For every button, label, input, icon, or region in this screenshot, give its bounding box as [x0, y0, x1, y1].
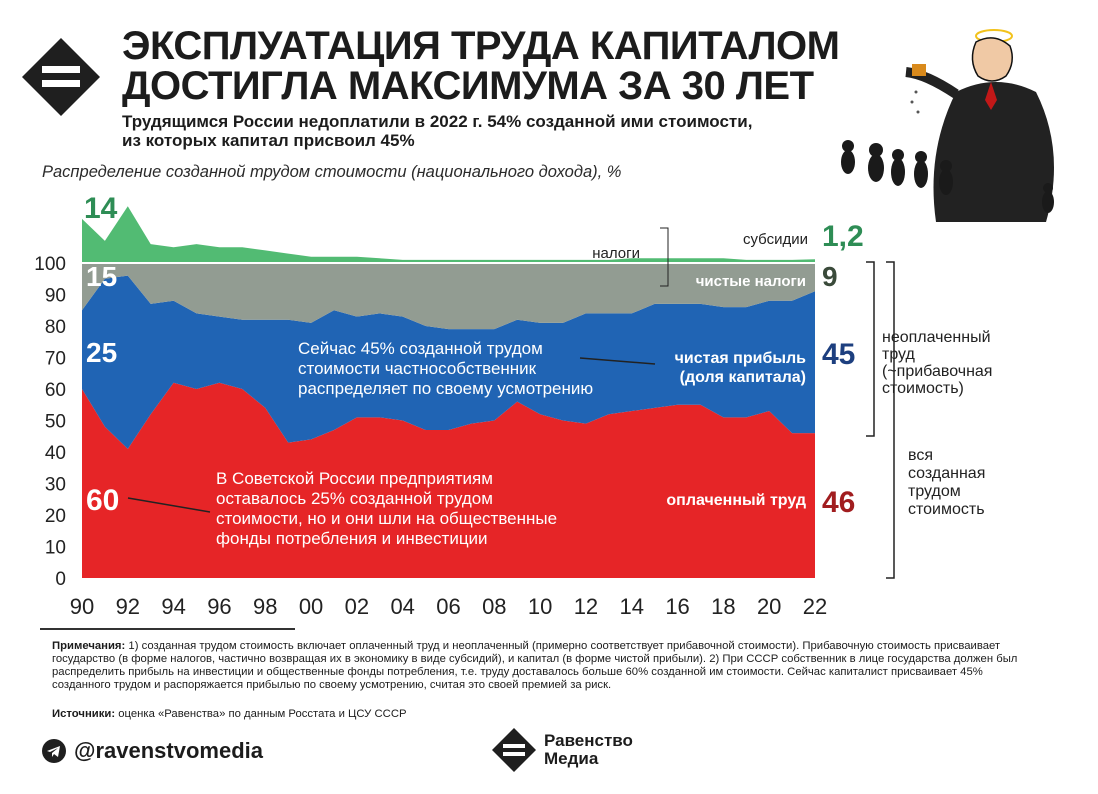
x-tick-label: 00: [299, 594, 323, 619]
x-tick-label: 04: [390, 594, 414, 619]
y-tick-label: 90: [45, 286, 66, 307]
end-label-profit: 45: [822, 338, 855, 371]
x-tick-label: 18: [711, 594, 735, 619]
ravenstvo-media-brand: Равенство Медиа: [492, 728, 633, 772]
label-taxes: налоги: [592, 245, 640, 262]
area-series-0: [82, 382, 815, 578]
y-tick-label: 20: [45, 506, 66, 527]
start-label-profit: 25: [86, 337, 117, 368]
chart-caption: Распределение созданной трудом стоимости…: [42, 163, 622, 181]
soviet-note-line: фонды потребления и инвестиции: [216, 529, 488, 548]
y-tick-label: 80: [45, 317, 66, 338]
y-tick-label: 50: [45, 412, 66, 433]
all-value-bracket: [886, 261, 895, 579]
area-series-3: [82, 206, 815, 263]
start-label-paid: 60: [86, 484, 119, 517]
soviet-note-line: В Советской России предприятиям: [216, 469, 493, 488]
end-label-paid: 46: [822, 486, 855, 519]
all-bracket-label: трудом: [908, 483, 961, 500]
notes-divider: [40, 628, 295, 630]
end-label-taxes: 9: [822, 261, 838, 292]
label-net-taxes: чистые налоги: [696, 273, 806, 290]
end-label-subsidies: 1,2: [822, 220, 864, 253]
taxes-bracket: [660, 227, 669, 287]
x-tick-label: 12: [574, 594, 598, 619]
y-tick-label: 0: [55, 569, 66, 590]
telegram-icon: [42, 739, 66, 763]
x-tick-label: 20: [757, 594, 781, 619]
x-tick-label: 94: [161, 594, 185, 619]
unpaid-bracket-label: неоплаченный: [882, 329, 991, 346]
area-series-2: [82, 263, 815, 330]
x-tick-label: 02: [345, 594, 369, 619]
x-tick-label: 90: [70, 594, 94, 619]
x-tick-label: 06: [436, 594, 460, 619]
x-tick-label: 10: [528, 594, 552, 619]
x-tick-label: 98: [253, 594, 277, 619]
soviet-note-line: оставалось 25% созданной трудом: [216, 489, 493, 508]
capitalist-cartoon-illustration: [841, 29, 1054, 222]
y-tick-label: 40: [45, 443, 66, 464]
all-bracket-label: стоимость: [908, 501, 985, 518]
profit-note-pointer: [579, 357, 656, 365]
telegram-handle-link[interactable]: @ravenstvomedia: [42, 738, 263, 764]
label-paid: оплаченный труд: [666, 492, 806, 509]
x-tick-label: 96: [207, 594, 231, 619]
label-profit-1: чистая прибыль: [675, 350, 807, 367]
label-subsidies: субсидии: [743, 231, 808, 248]
unpaid-bracket-label: стоимость): [882, 380, 964, 397]
page-title: ЭКСПЛУАТАЦИЯ ТРУДА КАПИТАЛОМ ДОСТИГЛА МА…: [122, 24, 840, 108]
sources: Источники: оценка «Равенства» по данным …: [52, 708, 407, 720]
equals-logo-small-icon: [492, 728, 536, 772]
equals-logo-icon: [22, 38, 100, 116]
profit-note-line: стоимости частнособственник: [298, 359, 537, 378]
y-tick-label: 70: [45, 349, 66, 370]
x-tick-label: 14: [620, 594, 644, 619]
y-tick-label: 60: [45, 380, 66, 401]
profit-note-line: Сейчас 45% созданной трудом: [298, 339, 543, 358]
y-tick-label: 10: [45, 538, 66, 559]
x-tick-label: 22: [803, 594, 827, 619]
all-bracket-label: вся: [908, 447, 933, 464]
all-bracket-label: созданная: [908, 465, 985, 482]
x-tick-label: 08: [482, 594, 506, 619]
start-label-subsidies: 14: [84, 192, 118, 225]
footnotes: Примечания: 1) созданная трудом стоимост…: [52, 640, 1018, 691]
profit-note-line: распределяет по своему усмотрению: [298, 379, 593, 398]
soviet-note-line: стоимости, но и они шли на общественные: [216, 509, 557, 528]
unpaid-bracket-label: (~прибавочная: [882, 363, 992, 380]
page-subtitle: Трудящимся России недоплатили в 2022 г. …: [122, 112, 753, 150]
unpaid-bracket: [866, 261, 875, 437]
x-tick-label: 16: [665, 594, 689, 619]
start-label-taxes: 15: [86, 261, 117, 292]
y-tick-label: 100: [34, 254, 66, 275]
y-tick-label: 30: [45, 475, 66, 496]
label-profit-2: (доля капитала): [680, 369, 806, 386]
soviet-note-pointer: [127, 497, 211, 513]
x-tick-label: 92: [116, 594, 140, 619]
unpaid-bracket-label: труд: [882, 346, 916, 363]
area-series-1: [82, 275, 815, 449]
